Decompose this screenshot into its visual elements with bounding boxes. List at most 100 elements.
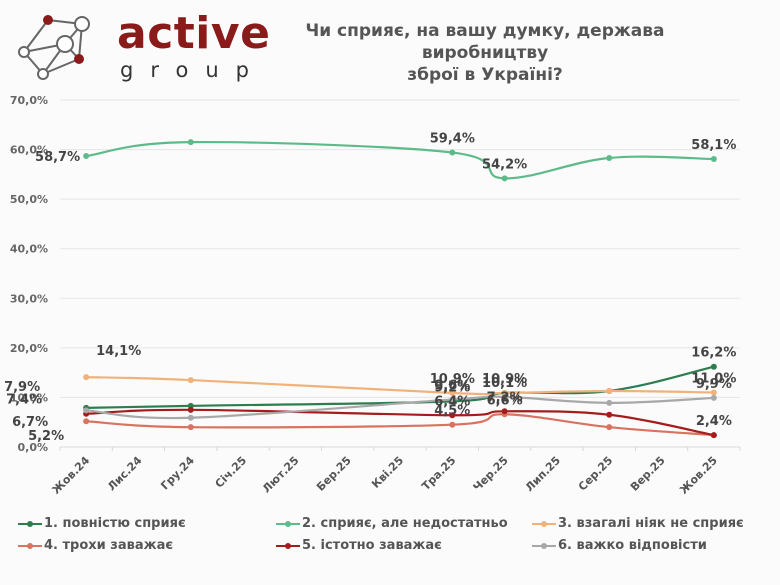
data-point <box>501 408 508 415</box>
logo-wordmark: active <box>117 8 271 59</box>
series-3 <box>83 374 717 396</box>
legend-line-marker-icon <box>276 541 300 551</box>
legend-label: 1. повністю сприяє <box>44 516 186 531</box>
data-point <box>187 424 194 431</box>
y-axis: 0,0% 10,0% 20,0% 30,0% 40,0% 50,0% 60,0% 70,0% <box>10 94 48 454</box>
y-tick-label: 0,0% <box>17 441 48 454</box>
legend-item[interactable]: 3. взагалі ніяк не сприяє <box>532 516 744 531</box>
legend-label: 3. взагалі ніяк не сприяє <box>558 516 744 531</box>
legend-line-marker-icon <box>532 541 556 551</box>
data-point <box>606 387 613 394</box>
x-tick-label: Лют.25 <box>260 454 302 496</box>
data-label: 5,2% <box>28 429 64 444</box>
x-tick-label: Гру.24 <box>158 454 197 493</box>
data-point <box>501 175 508 182</box>
data-point <box>187 139 194 146</box>
data-point <box>83 407 90 414</box>
data-point <box>710 155 717 162</box>
data-point <box>449 149 456 156</box>
data-label: 16,2% <box>691 346 736 361</box>
data-point <box>83 374 90 381</box>
active-group-logo: active group <box>14 8 270 86</box>
data-label: 59,4% <box>430 132 475 147</box>
x-tick-label: Лип.25 <box>523 454 563 494</box>
data-label: 7,4% <box>6 392 42 407</box>
logo-subtitle: group <box>120 58 266 82</box>
data-labels: 7,9% 9,2% 16,2% 58,7% 59,4% 54,2% 58,1% 14,1% 10… <box>4 132 736 445</box>
series-line <box>86 140 714 180</box>
x-tick-label: Бер.25 <box>314 454 354 494</box>
series-line <box>86 376 714 396</box>
data-point <box>501 393 508 400</box>
data-label: 58,7% <box>35 150 80 165</box>
x-tick-label: Лис.24 <box>105 454 145 494</box>
legend-item[interactable]: 6. важко відповісти <box>532 538 707 553</box>
series-5 <box>83 406 717 439</box>
series-lines <box>83 139 717 439</box>
legend-item[interactable]: 2. сприяє, але недостатньо <box>276 516 508 531</box>
data-point <box>187 406 194 413</box>
legend-line-marker-icon <box>532 519 556 529</box>
x-tick-label: Січ.25 <box>213 454 250 491</box>
legend-label: 5. істотно заважає <box>302 538 442 553</box>
data-point <box>710 394 717 401</box>
data-point <box>83 418 90 425</box>
gridlines <box>60 99 740 448</box>
data-label: 6,6% <box>487 393 523 408</box>
data-label: 7,9% <box>4 380 40 395</box>
data-label: 10,9% <box>482 372 527 387</box>
data-label: 54,2% <box>482 157 527 172</box>
x-tick-label: Кві.25 <box>369 454 406 491</box>
data-label: 11,0% <box>691 371 736 386</box>
x-tick-label: Вер.25 <box>628 454 668 494</box>
data-point <box>449 412 456 419</box>
series-6 <box>83 393 717 421</box>
data-point <box>449 389 456 396</box>
y-tick-label: 30,0% <box>10 292 48 305</box>
data-label: 9,6% <box>434 378 470 393</box>
data-point <box>606 399 613 406</box>
x-tick-label: Чер.25 <box>471 454 511 494</box>
x-axis: Жов.24 Лис.24 Гру.24 Січ.25 Лют.25 Бер.25 Кві.… <box>50 447 741 497</box>
y-tick-label: 10,0% <box>10 391 48 404</box>
legend-item[interactable]: 4. трохи заважає <box>18 538 173 553</box>
data-label: 10,9% <box>430 372 475 387</box>
series-line <box>86 365 715 409</box>
data-label: 7,2% <box>487 390 523 405</box>
data-point <box>710 389 717 396</box>
data-label: 2,4% <box>696 414 732 429</box>
chart-title: Чи сприяє, на вашу думку, держава виробн… <box>305 21 665 85</box>
data-point <box>187 377 194 384</box>
data-label: 4,5% <box>434 404 470 419</box>
x-tick-label: Сер.25 <box>576 454 616 494</box>
series-2 <box>83 139 717 182</box>
data-label: 6,4% <box>434 394 470 409</box>
data-point <box>449 396 456 403</box>
legend-line-marker-icon <box>18 519 42 529</box>
data-point <box>606 411 613 418</box>
legend-label: 2. сприяє, але недостатньо <box>302 516 508 531</box>
legend-item[interactable]: 5. істотно заважає <box>276 538 442 553</box>
x-tick-label: Тра.25 <box>419 454 458 493</box>
legend-label: 6. важко відповісти <box>558 538 707 553</box>
line-chart: 0,0%10,0%20,0%30,0%40,0%50,0%60,0%70,0% … <box>4 94 741 497</box>
legend-item[interactable]: 1. повністю сприяє <box>18 516 186 531</box>
data-label: 9,2% <box>434 380 470 395</box>
legend-label: 4. трохи заважає <box>44 538 174 553</box>
legend-line-marker-icon <box>276 519 300 529</box>
y-tick-label: 60,0% <box>10 144 48 157</box>
data-point <box>710 363 717 370</box>
data-label: 9,9% <box>696 377 732 392</box>
y-tick-label: 70,0% <box>10 94 48 107</box>
legend-line-marker-icon <box>18 541 42 551</box>
y-tick-label: 40,0% <box>10 243 48 256</box>
data-point <box>606 154 613 161</box>
x-tick-label: Жов.24 <box>50 454 93 497</box>
series-line <box>86 408 715 437</box>
data-label: 10,1% <box>482 376 527 391</box>
y-tick-label: 20,0% <box>10 342 48 355</box>
data-point <box>710 432 717 439</box>
data-point <box>606 424 613 431</box>
data-point <box>187 414 194 421</box>
y-tick-label: 50,0% <box>10 193 48 206</box>
